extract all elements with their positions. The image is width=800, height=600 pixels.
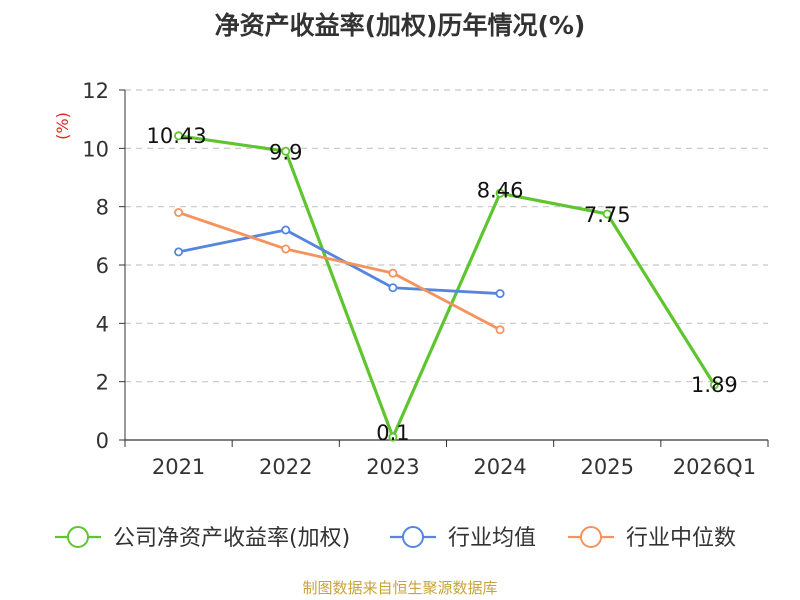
data-point[interactable] (495, 289, 505, 299)
data-point[interactable] (174, 207, 184, 217)
data-point[interactable] (281, 225, 291, 235)
data-label: 0.1 (376, 421, 409, 445)
legend-marker-icon (580, 526, 602, 548)
data-point[interactable] (495, 188, 505, 198)
x-tick-label: 2026Q1 (673, 455, 756, 479)
data-point[interactable] (174, 247, 184, 257)
chart-title: 净资产收益率(加权)历年情况(%) (215, 11, 586, 40)
x-tick-label: 2021 (152, 455, 205, 479)
data-label: 10.43 (147, 124, 207, 148)
data-point[interactable] (602, 209, 612, 219)
legend-item-1[interactable]: 行业均值 (390, 526, 536, 551)
data-point[interactable] (281, 244, 291, 254)
x-tick-label: 2025 (581, 455, 634, 479)
data-point[interactable] (388, 283, 398, 293)
data-label: 7.75 (584, 203, 631, 227)
data-label: 8.46 (477, 178, 524, 202)
series-line-1 (178, 228, 501, 295)
y-tick-label: 2 (96, 371, 109, 395)
y-tick-label: 12 (82, 79, 109, 103)
data-label: 1.89 (691, 373, 738, 397)
data-point[interactable] (281, 146, 291, 156)
series-layer (174, 131, 719, 442)
data-point[interactable] (388, 432, 398, 442)
axes: 0 2 4 6 8 10 12 2021 2022 2023 2024 2025 2026Q1 (82, 79, 769, 479)
data-point[interactable] (388, 268, 398, 278)
legend-item-0[interactable]: 公司净资产收益率(加权) (55, 526, 350, 551)
data-point[interactable] (709, 380, 719, 390)
legend-label: 行业中位数 (626, 526, 736, 551)
y-tick-label: 8 (96, 196, 109, 220)
x-tick-label: 2023 (366, 455, 419, 479)
data-label: 9.9 (269, 140, 302, 164)
legend-marker-icon (402, 526, 424, 548)
legend-item-2[interactable]: 行业中位数 (568, 526, 736, 551)
data-point[interactable] (174, 131, 184, 141)
y-tick-label: 6 (96, 254, 109, 278)
x-tick-label: 2022 (259, 455, 312, 479)
legend[interactable]: 公司净资产收益率(加权) 行业均值 行业中位数 (55, 526, 736, 551)
y-tick-label: 10 (82, 137, 109, 161)
legend-label: 公司净资产收益率(加权) (113, 526, 350, 551)
series-line-0 (178, 134, 716, 439)
legend-label: 行业均值 (448, 526, 536, 551)
y-axis-label: (%) (53, 112, 72, 140)
data-labels: 10.43 9.9 0.1 8.46 7.75 1.89 (147, 124, 738, 445)
grid (125, 89, 768, 383)
legend-marker-icon (67, 526, 89, 548)
y-tick-label: 0 (96, 429, 109, 453)
source-note: 制图数据来自恒生聚源数据库 (302, 579, 497, 597)
series-line-2 (178, 211, 501, 331)
x-tick-label: 2024 (473, 455, 526, 479)
y-tick-label: 4 (96, 312, 109, 336)
data-point[interactable] (495, 325, 505, 335)
